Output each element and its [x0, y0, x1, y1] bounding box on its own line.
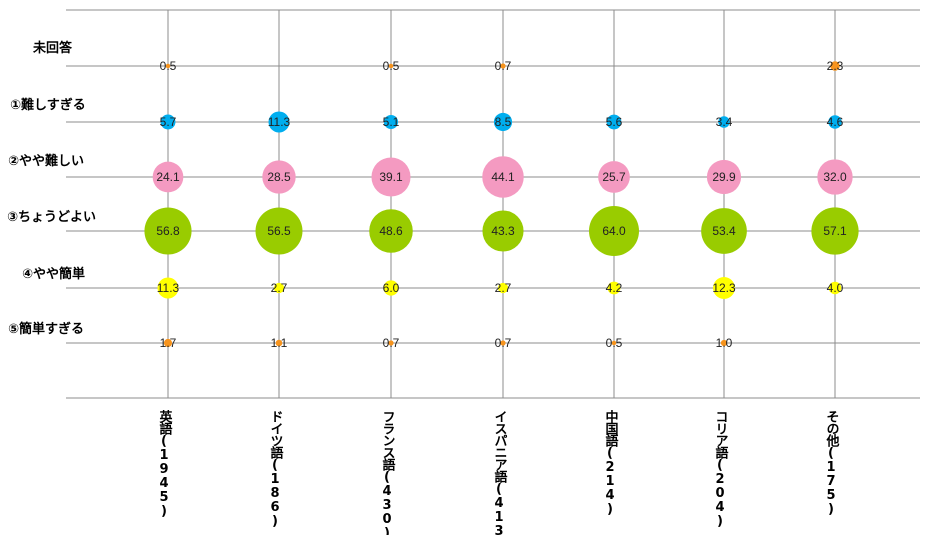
value-label: 4.0: [827, 281, 844, 295]
bubble: [500, 340, 506, 346]
bubble: [388, 63, 394, 69]
bubble: [607, 281, 621, 295]
bubble: [706, 159, 742, 195]
bubble: [163, 338, 173, 348]
row-label: 未回答: [32, 40, 73, 56]
value-label: 1.7: [160, 336, 177, 350]
bubble: [262, 160, 296, 194]
bubble: [383, 280, 399, 296]
bubble: [144, 207, 192, 255]
value-label: 8.5: [495, 115, 512, 129]
bubble: [811, 207, 859, 255]
bubble: [606, 114, 622, 130]
value-label: 2.7: [271, 281, 288, 295]
bubble: [497, 282, 509, 294]
value-label: 0.5: [160, 59, 177, 73]
value-label: 29.9: [712, 170, 736, 184]
value-label: 0.7: [495, 336, 512, 350]
category-label: その他(175): [824, 410, 841, 516]
value-label: 11.3: [157, 281, 180, 295]
bubble: [152, 161, 184, 193]
category-label: 英語(1945): [157, 409, 174, 518]
value-label: 39.1: [379, 170, 403, 184]
value-label: 0.5: [606, 336, 623, 350]
value-label: 24.1: [156, 170, 180, 184]
bubble: [828, 115, 842, 129]
value-label: 1.0: [716, 336, 733, 350]
value-label: 48.6: [379, 224, 403, 238]
value-label: 5.1: [383, 115, 400, 129]
bubble: [817, 159, 853, 195]
value-label: 0.7: [495, 59, 512, 73]
category-label: 中国語(214): [603, 409, 619, 516]
value-label: 5.7: [160, 115, 177, 129]
value-label: 64.0: [602, 224, 626, 238]
value-label: 2.7: [495, 281, 512, 295]
bubble: [482, 156, 524, 198]
value-label: 4.6: [827, 115, 844, 129]
bubble: [371, 157, 411, 197]
bubble: [255, 207, 303, 255]
row-label: ②やや難しい: [8, 153, 84, 169]
bubble: [165, 63, 171, 69]
bubble: [500, 63, 506, 69]
value-label: 28.5: [267, 170, 291, 184]
value-label: 56.5: [267, 224, 291, 238]
bubble: [611, 340, 617, 346]
bubble: [160, 114, 176, 130]
bubble: [275, 339, 283, 347]
bubble: [828, 281, 842, 295]
value-label: 11.3: [268, 115, 291, 129]
value-label: 0.7: [383, 336, 400, 350]
bubble: [589, 206, 639, 256]
value-label: 2.3: [827, 59, 844, 73]
value-label: 3.4: [716, 115, 733, 129]
value-label: 53.4: [712, 224, 736, 238]
bubble: [713, 277, 735, 299]
category-label: イスパニア語(413): [492, 410, 508, 535]
value-label: 43.3: [491, 224, 515, 238]
bubble: [720, 339, 728, 347]
row-label: ④やや簡単: [22, 266, 85, 282]
bubble: [598, 161, 630, 193]
bubble: [493, 112, 513, 132]
category-label: ドイツ語(186): [268, 410, 284, 528]
bubble: [718, 116, 730, 128]
row-label: ①難しすぎる: [10, 97, 86, 113]
row-label: ③ちょうどよい: [7, 210, 96, 225]
category-label: フランス語(430): [380, 410, 396, 535]
value-label: 5.6: [606, 115, 623, 129]
value-label: 56.8: [156, 224, 180, 238]
row-label: ⑤簡単すぎる: [8, 321, 84, 337]
value-label: 6.0: [383, 281, 400, 295]
bubble: [482, 210, 524, 252]
value-label: 1.1: [271, 336, 288, 350]
category-label: コリア語(204): [713, 410, 729, 528]
bubble: [388, 340, 394, 346]
value-label: 44.1: [491, 170, 515, 184]
bubble: [273, 282, 285, 294]
value-label: 12.3: [712, 281, 736, 295]
bubble: [157, 277, 179, 299]
bubble: [830, 61, 840, 71]
value-label: 0.5: [383, 59, 400, 73]
bubble: [701, 208, 747, 254]
bubble: [268, 111, 290, 133]
value-label: 4.2: [606, 281, 623, 295]
bubble: [369, 209, 413, 253]
bubble: [383, 114, 399, 130]
value-label: 25.7: [602, 170, 626, 184]
value-label: 57.1: [823, 224, 847, 238]
value-label: 32.0: [823, 170, 847, 184]
